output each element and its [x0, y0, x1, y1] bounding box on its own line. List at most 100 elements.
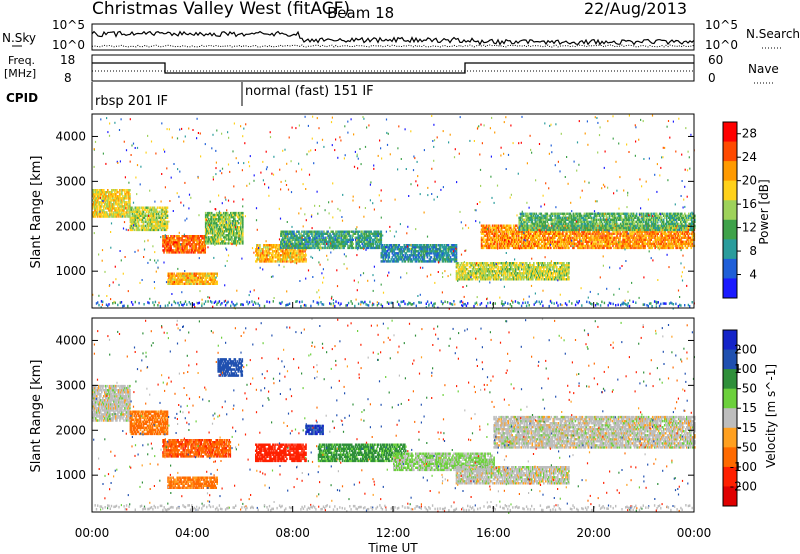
data-cell [211, 274, 213, 277]
data-cell [100, 207, 102, 210]
data-cell [290, 240, 292, 243]
data-cell [370, 244, 372, 248]
data-cell [294, 246, 296, 250]
data-cell [545, 274, 547, 277]
data-cell [213, 236, 216, 239]
data-cell [428, 250, 431, 253]
data-cell [400, 252, 403, 255]
data-cell [290, 234, 292, 237]
data-cell [540, 238, 542, 241]
data-cell [480, 268, 483, 271]
data-cell [556, 246, 558, 250]
data-cell [319, 244, 321, 248]
data-cell [296, 252, 298, 255]
data-cell [488, 224, 491, 227]
data-cell [146, 218, 149, 221]
data-cell [461, 266, 464, 269]
data-cell [197, 272, 199, 275]
data-cell [194, 276, 196, 279]
nsearch-tick-bottom: 10^0 [705, 38, 738, 52]
data-cell [543, 268, 545, 271]
data-cell [143, 214, 146, 217]
data-cell [338, 246, 340, 250]
data-cell [510, 266, 513, 269]
data-cell [235, 232, 237, 235]
data-cell [185, 243, 187, 246]
data-cell [560, 244, 562, 248]
data-cell [412, 254, 415, 257]
data-cell [350, 230, 352, 233]
data-cell [487, 224, 490, 227]
data-cell [142, 216, 145, 219]
data-cell [479, 266, 482, 269]
data-cell [217, 232, 220, 235]
data-cell [423, 256, 426, 259]
data-cell [503, 262, 506, 265]
data-cell [211, 232, 214, 235]
data-cell [341, 230, 343, 233]
data-cell [190, 274, 192, 277]
data-cell [433, 250, 436, 253]
data-cell [506, 274, 509, 277]
data-cell [186, 276, 188, 279]
data-cell [386, 260, 389, 263]
data-cell [578, 240, 580, 243]
data-cell [491, 240, 494, 243]
data-cell [579, 232, 581, 235]
data-cell [258, 248, 260, 251]
data-cell [162, 249, 164, 252]
data-cell [242, 238, 244, 241]
data-cell [552, 266, 554, 269]
data-cell [488, 272, 491, 275]
data-cell [420, 260, 423, 263]
data-cell [197, 237, 199, 240]
data-cell [228, 230, 230, 233]
data-cell [391, 252, 394, 255]
data-cell [369, 236, 371, 239]
data-cell [564, 266, 566, 269]
date-label: 22/Aug/2013 [584, 0, 687, 18]
data-cell [483, 226, 486, 229]
data-cell [178, 247, 180, 250]
data-cell [104, 195, 106, 198]
data-cell [305, 248, 307, 251]
data-cell [524, 262, 527, 265]
data-cell [303, 248, 305, 251]
data-cell [212, 240, 215, 243]
data-cell [131, 222, 134, 226]
data-cell [185, 274, 187, 277]
data-cell [355, 244, 357, 248]
data-cell [538, 270, 540, 273]
data-cell [96, 199, 98, 202]
data-cell [190, 278, 192, 281]
data-cell [124, 205, 126, 208]
data-cell [117, 203, 119, 206]
data-cell [469, 270, 472, 273]
data-cell [518, 236, 521, 239]
data-cell [207, 274, 209, 277]
data-cell [569, 242, 571, 246]
data-cell [564, 238, 566, 241]
data-cell [171, 237, 173, 240]
data-cell [481, 246, 484, 250]
data-cell [487, 270, 490, 273]
data-cell [443, 252, 446, 255]
data-cell [126, 213, 128, 216]
data-cell [578, 230, 580, 233]
data-cell [273, 246, 275, 249]
data-cell [289, 248, 291, 251]
data-cell [205, 282, 207, 285]
data-cell [113, 193, 115, 196]
data-cell [494, 244, 497, 248]
data-cell [109, 211, 111, 214]
data-cell [154, 218, 157, 221]
data-cell [500, 268, 503, 271]
data-cell [108, 195, 110, 198]
data-cell [256, 250, 258, 253]
data-cell [478, 270, 481, 273]
data-cell [240, 238, 242, 241]
data-cell [199, 247, 201, 250]
data-cell [375, 232, 377, 235]
data-cell [493, 236, 496, 239]
data-cell [192, 251, 194, 254]
